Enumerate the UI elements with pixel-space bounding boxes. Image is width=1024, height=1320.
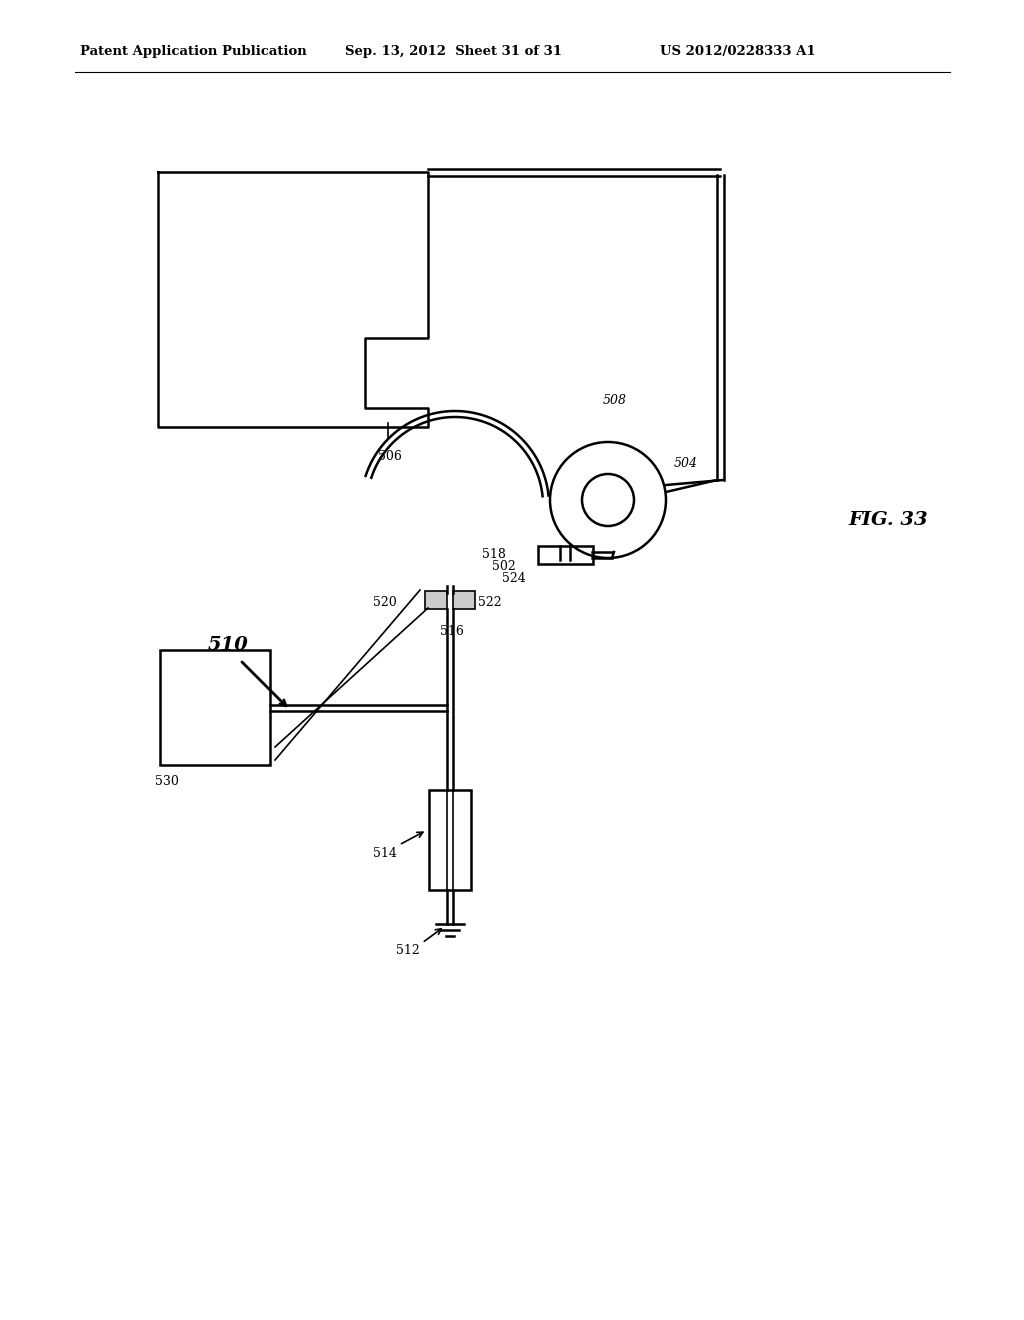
Bar xyxy=(538,546,593,564)
Text: 502: 502 xyxy=(493,561,516,573)
Text: 514: 514 xyxy=(373,847,397,861)
Text: 530: 530 xyxy=(155,775,179,788)
Text: FIG. 33: FIG. 33 xyxy=(848,511,928,529)
Bar xyxy=(429,789,471,890)
Text: 524: 524 xyxy=(502,573,526,586)
Text: 504: 504 xyxy=(674,457,698,470)
Text: 516: 516 xyxy=(440,624,464,638)
Bar xyxy=(425,591,447,609)
Text: Patent Application Publication: Patent Application Publication xyxy=(80,45,307,58)
Bar xyxy=(453,591,475,609)
Text: 522: 522 xyxy=(478,595,502,609)
Text: 508: 508 xyxy=(603,393,627,407)
Bar xyxy=(160,649,270,766)
Text: Sep. 13, 2012  Sheet 31 of 31: Sep. 13, 2012 Sheet 31 of 31 xyxy=(345,45,562,58)
Text: US 2012/0228333 A1: US 2012/0228333 A1 xyxy=(660,45,816,58)
Text: 512: 512 xyxy=(396,944,420,957)
Text: 520: 520 xyxy=(374,595,397,609)
Text: 506: 506 xyxy=(378,450,402,463)
Text: 510: 510 xyxy=(208,636,249,653)
Text: 518: 518 xyxy=(482,549,506,561)
